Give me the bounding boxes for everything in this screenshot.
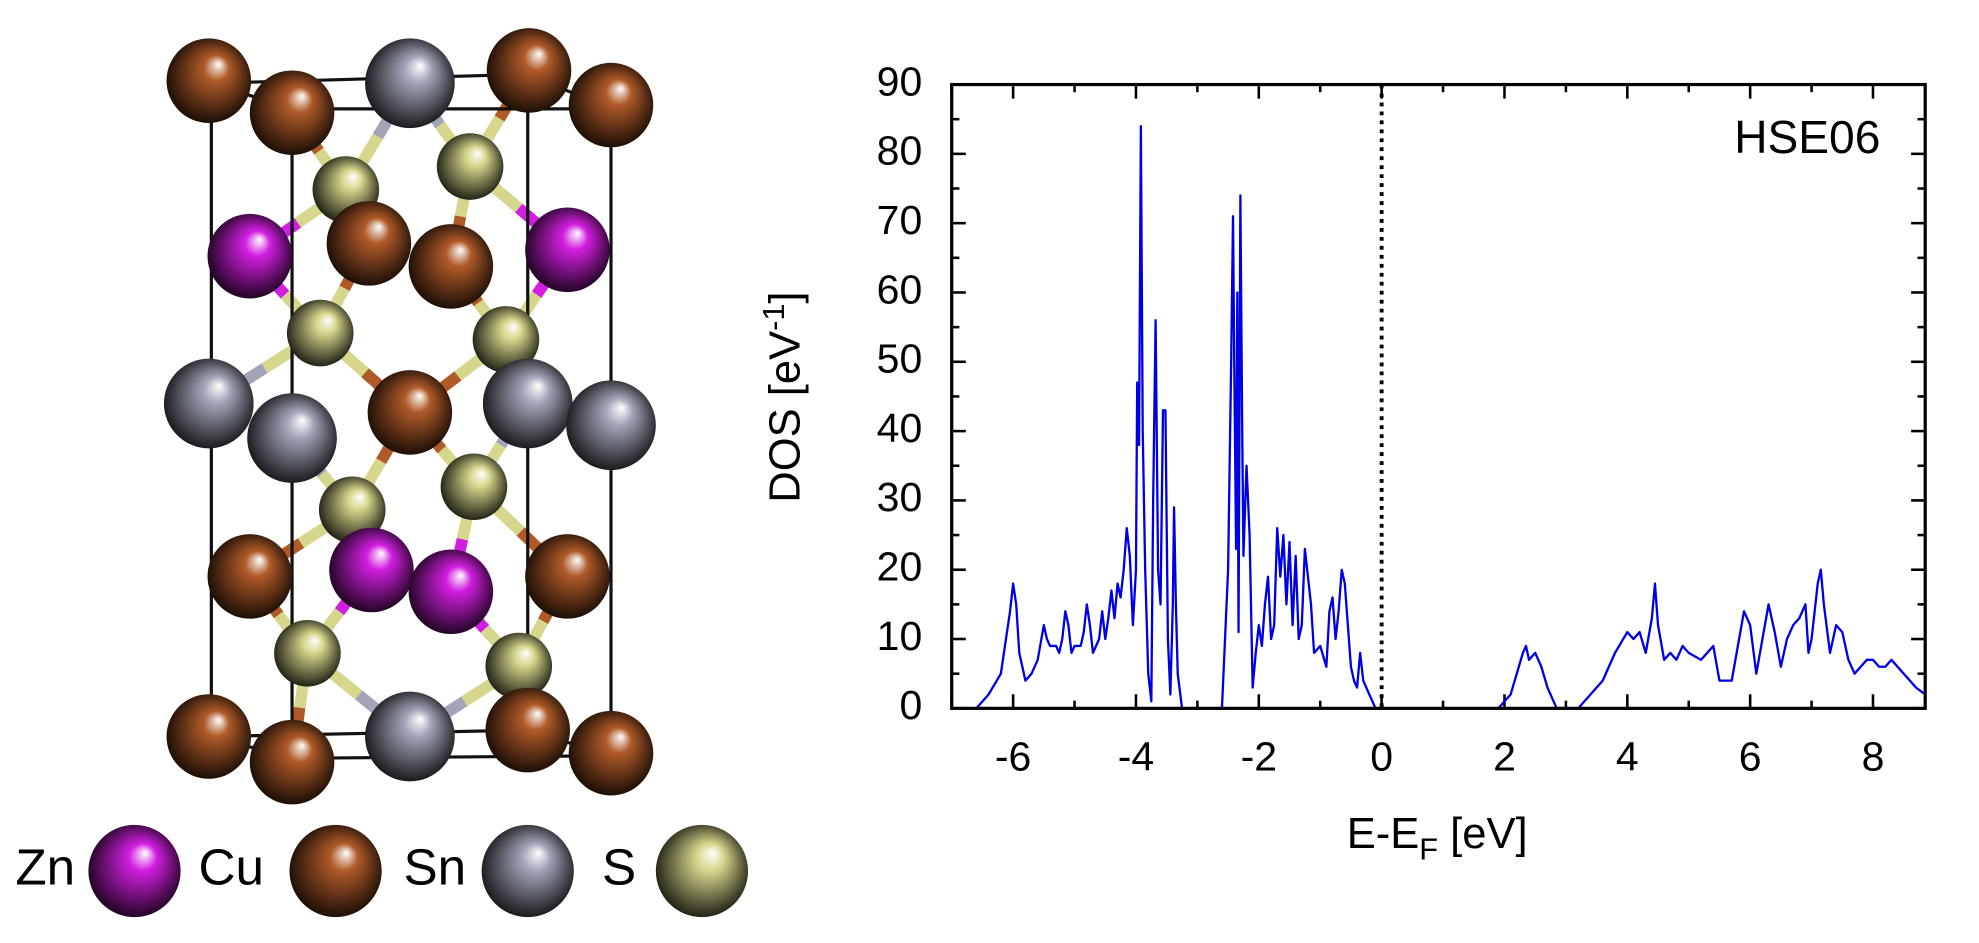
atom <box>566 380 656 471</box>
x-tick-label: 4 <box>1616 733 1639 779</box>
atom <box>568 710 654 796</box>
legend-label: S <box>602 839 636 896</box>
atom <box>485 632 553 700</box>
atom <box>329 527 414 613</box>
y-tick-label: 40 <box>877 405 923 451</box>
y-axis-label-sup: -1 <box>756 304 791 331</box>
y-tick-label: 80 <box>877 128 923 174</box>
atom <box>525 534 610 619</box>
atom <box>163 358 254 449</box>
x-tick-label: -4 <box>1118 733 1154 779</box>
y-axis-label: DOS [eV-1] <box>756 291 809 502</box>
atom <box>485 687 571 773</box>
dos-chart: HSE06 E-EF [eV] DOS [eV-1] -6 -4 -2 0 2 4 6 801… <box>756 58 1927 867</box>
atom <box>365 691 455 782</box>
x-tick-label: 6 <box>1739 733 1762 779</box>
structure-legend: Zn Cu Sn S <box>15 824 749 918</box>
legend-swatch <box>289 824 382 918</box>
atom <box>286 299 354 367</box>
x-tick-label: -2 <box>1241 733 1277 779</box>
x-axis-label-main: E-E <box>1347 810 1420 858</box>
atom <box>436 133 504 200</box>
atom <box>166 694 252 779</box>
atom <box>207 534 293 619</box>
y-tick-label: 50 <box>877 336 923 382</box>
atom <box>274 619 341 687</box>
y-axis-label-main: DOS [eV <box>761 331 809 503</box>
y-tick-label: 60 <box>877 266 923 312</box>
atom <box>472 306 540 373</box>
y-tick-label: 0 <box>899 682 922 728</box>
crystal-structure <box>163 28 656 805</box>
atom <box>408 224 494 309</box>
legend-swatch <box>88 824 181 918</box>
atom <box>207 213 293 299</box>
legend-swatch <box>481 824 574 918</box>
atom <box>326 201 412 286</box>
atom <box>408 549 494 635</box>
atom <box>318 476 386 544</box>
atom <box>367 370 453 455</box>
atom <box>525 207 610 293</box>
atom <box>486 28 572 113</box>
y-axis-label-end: ] <box>761 291 809 303</box>
atom <box>249 70 335 155</box>
y-tick-label: 90 <box>877 58 923 104</box>
x-axis-label-sub: F <box>1419 831 1438 866</box>
legend-label: Zn <box>15 839 75 896</box>
y-tick-label: 20 <box>877 544 923 590</box>
y-tick-label: 30 <box>877 474 923 520</box>
atom <box>440 453 508 521</box>
dos-line <box>975 124 1926 710</box>
annotation: HSE06 <box>1734 111 1880 163</box>
legend-label: Sn <box>403 839 466 896</box>
x-tick-label: 8 <box>1862 733 1885 779</box>
atom <box>166 38 252 123</box>
x-tick-label: 0 <box>1370 733 1393 779</box>
y-tick-label: 10 <box>877 613 923 659</box>
atom <box>568 62 654 148</box>
x-axis-label-unit: [eV] <box>1438 810 1528 858</box>
x-axis-label: E-EF [eV] <box>1347 810 1528 867</box>
x-tick-label: 2 <box>1493 733 1516 779</box>
atom <box>365 38 455 129</box>
atom <box>247 393 337 483</box>
legend-swatch <box>655 824 749 918</box>
plot-frame <box>950 82 1927 710</box>
y-tick-label: 70 <box>877 197 923 243</box>
legend-label: Cu <box>199 839 264 896</box>
atom <box>249 719 335 805</box>
atom <box>482 358 573 449</box>
x-tick-label: -6 <box>995 733 1031 779</box>
